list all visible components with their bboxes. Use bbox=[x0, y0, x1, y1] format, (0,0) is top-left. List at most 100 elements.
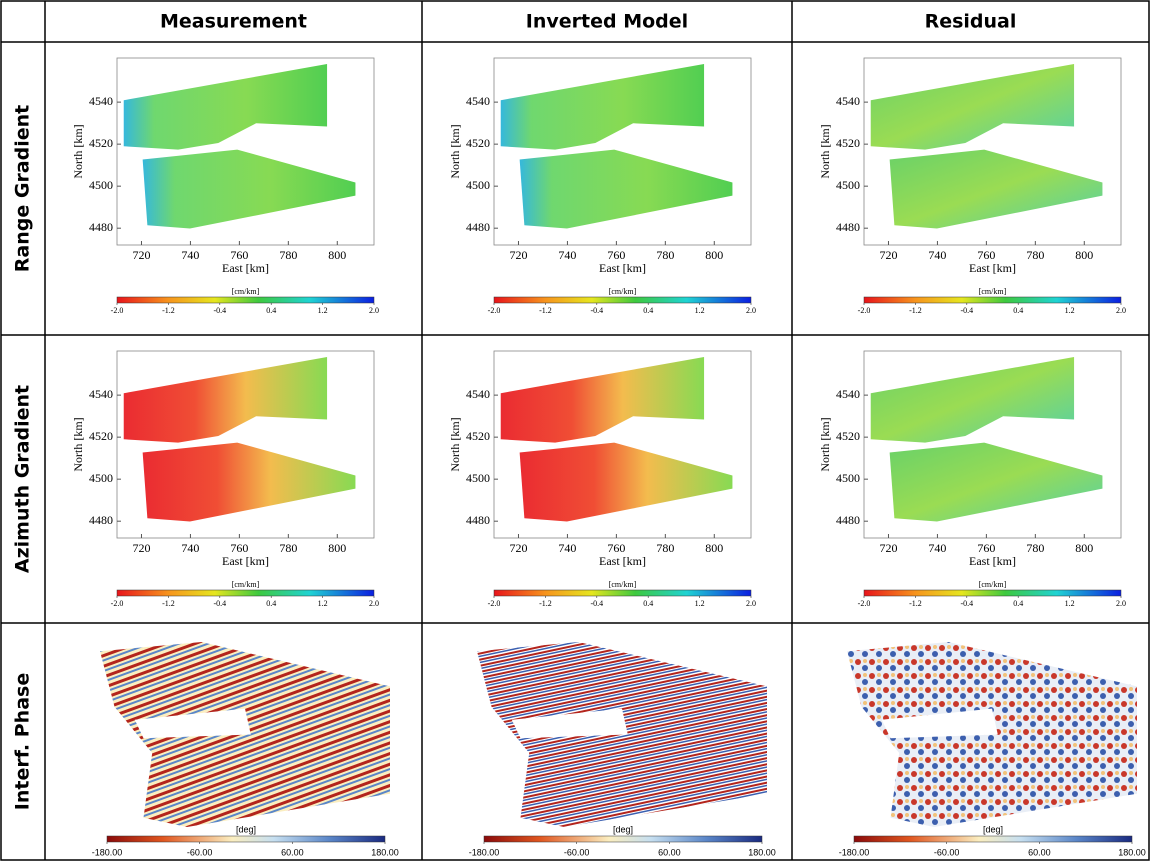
colorbar-tick-label: -1.2 bbox=[909, 306, 922, 315]
y-tick-label: 4500 bbox=[89, 178, 113, 192]
colorbar bbox=[106, 835, 386, 843]
y-axis-label: North [km] bbox=[448, 417, 462, 471]
colorbar-label: [cm/km] bbox=[979, 287, 1007, 296]
y-tick-label: 4480 bbox=[89, 513, 113, 527]
x-tick-label: 780 bbox=[279, 248, 297, 262]
colorbar-tick-label: -2.0 bbox=[488, 306, 501, 315]
colorbar-tick-label: 1.2 bbox=[695, 599, 705, 608]
colorbar-tick-label: -60.00 bbox=[934, 847, 960, 857]
colorbar-tick-label: 0.4 bbox=[1013, 306, 1023, 315]
data-footprint bbox=[870, 357, 1075, 443]
y-tick-label: 4520 bbox=[466, 429, 490, 443]
data-footprint bbox=[142, 442, 356, 522]
colorbar-tick-label: 2.0 bbox=[1116, 599, 1126, 608]
row-header: Range Gradient bbox=[12, 105, 34, 272]
colorbar-tick-label: -180.00 bbox=[92, 847, 123, 857]
colorbar-tick-label: -1.2 bbox=[162, 306, 175, 315]
y-tick-label: 4540 bbox=[89, 387, 113, 401]
colorbar-tick-label: 2.0 bbox=[369, 306, 379, 315]
colorbar-tick-label: 2.0 bbox=[369, 599, 379, 608]
y-tick-label: 4480 bbox=[836, 220, 860, 234]
phase-gap bbox=[134, 708, 251, 739]
colorbar-tick-label: 1.2 bbox=[1065, 306, 1075, 315]
x-tick-label: 740 bbox=[558, 248, 576, 262]
x-tick-label: 760 bbox=[230, 248, 248, 262]
colorbar-tick-label: -2.0 bbox=[488, 599, 501, 608]
x-tick-label: 780 bbox=[1026, 541, 1044, 555]
y-axis-label: North [km] bbox=[818, 124, 832, 178]
colorbar-tick-label: -1.2 bbox=[539, 599, 552, 608]
x-tick-label: 760 bbox=[977, 248, 995, 262]
colorbar-tick-label: 60.00 bbox=[1028, 847, 1051, 857]
colorbar bbox=[863, 589, 1122, 597]
x-axis-label: East [km] bbox=[599, 261, 646, 275]
column-header: Inverted Model bbox=[526, 11, 688, 33]
plot-frame bbox=[863, 57, 1122, 246]
colorbar-tick-label: -0.4 bbox=[590, 306, 603, 315]
y-axis-label: North [km] bbox=[71, 124, 85, 178]
y-tick-label: 4480 bbox=[466, 513, 490, 527]
column-header: Residual bbox=[925, 11, 1017, 33]
x-tick-label: 720 bbox=[879, 248, 897, 262]
phase-gap bbox=[881, 708, 998, 739]
colorbar-label: [deg] bbox=[983, 824, 1003, 834]
colorbar-tick-label: -180.00 bbox=[839, 847, 870, 857]
y-tick-label: 4520 bbox=[836, 136, 860, 150]
x-tick-label: 780 bbox=[656, 248, 674, 262]
y-axis-label: North [km] bbox=[448, 124, 462, 178]
data-footprint bbox=[142, 149, 356, 229]
x-tick-label: 780 bbox=[279, 541, 297, 555]
colorbar-tick-label: -2.0 bbox=[111, 306, 124, 315]
colorbar-tick-label: 0.4 bbox=[1013, 599, 1023, 608]
y-tick-label: 4540 bbox=[836, 387, 860, 401]
colorbar-label: [cm/km] bbox=[609, 287, 637, 296]
x-tick-label: 720 bbox=[509, 541, 527, 555]
x-axis-label: East [km] bbox=[969, 261, 1016, 275]
colorbar-tick-label: 60.00 bbox=[281, 847, 304, 857]
x-axis-label: East [km] bbox=[222, 554, 269, 568]
colorbar-tick-label: -1.2 bbox=[909, 599, 922, 608]
colorbar-label: [deg] bbox=[236, 824, 256, 834]
column-header: Measurement bbox=[160, 11, 307, 33]
colorbar bbox=[116, 589, 375, 597]
plot-frame bbox=[863, 350, 1122, 539]
plot-frame bbox=[116, 57, 375, 246]
y-tick-label: 4520 bbox=[466, 136, 490, 150]
colorbar-tick-label: -180.00 bbox=[469, 847, 500, 857]
colorbar bbox=[483, 835, 763, 843]
colorbar-tick-label: -1.2 bbox=[162, 599, 175, 608]
x-tick-label: 740 bbox=[181, 248, 199, 262]
y-tick-label: 4520 bbox=[836, 429, 860, 443]
x-axis-label: East [km] bbox=[599, 554, 646, 568]
plot-frame bbox=[116, 350, 375, 539]
row-header: Azimuth Gradient bbox=[12, 385, 34, 573]
y-axis-label: North [km] bbox=[71, 417, 85, 471]
x-tick-label: 760 bbox=[230, 541, 248, 555]
y-tick-label: 4540 bbox=[89, 94, 113, 108]
x-tick-label: 780 bbox=[656, 541, 674, 555]
x-tick-label: 740 bbox=[181, 541, 199, 555]
y-tick-label: 4500 bbox=[466, 178, 490, 192]
y-tick-label: 4540 bbox=[466, 94, 490, 108]
colorbar-label: [cm/km] bbox=[232, 580, 260, 589]
phase-gap bbox=[511, 708, 628, 739]
colorbar-tick-label: -60.00 bbox=[564, 847, 590, 857]
x-axis-label: East [km] bbox=[969, 554, 1016, 568]
colorbar-label: [cm/km] bbox=[979, 580, 1007, 589]
colorbar-tick-label: -0.4 bbox=[590, 599, 603, 608]
y-tick-label: 4500 bbox=[836, 178, 860, 192]
x-tick-label: 800 bbox=[328, 541, 346, 555]
colorbar-tick-label: -2.0 bbox=[111, 599, 124, 608]
colorbar-tick-label: -0.4 bbox=[960, 599, 973, 608]
y-tick-label: 4500 bbox=[836, 471, 860, 485]
y-tick-label: 4520 bbox=[89, 136, 113, 150]
x-tick-label: 780 bbox=[1026, 248, 1044, 262]
plot-frame bbox=[493, 57, 752, 246]
y-tick-label: 4480 bbox=[836, 513, 860, 527]
colorbar-tick-label: 1.2 bbox=[318, 306, 328, 315]
colorbar-tick-label: 1.2 bbox=[318, 599, 328, 608]
x-tick-label: 800 bbox=[1075, 541, 1093, 555]
